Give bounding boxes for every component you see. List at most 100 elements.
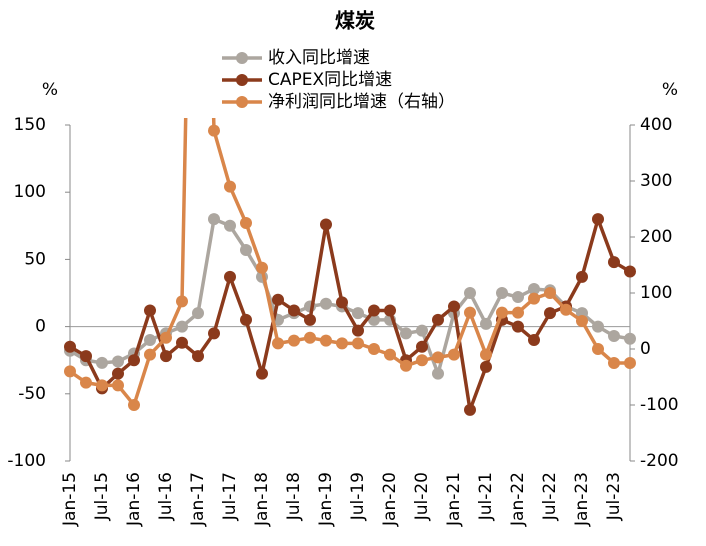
point	[608, 330, 620, 343]
point	[64, 365, 76, 378]
x-tick-label: Jan-22	[508, 472, 528, 527]
y-tick-label: 100	[14, 182, 46, 202]
x-tick-label: Jan-23	[572, 472, 592, 527]
point	[272, 293, 284, 306]
y-tick-label: 50	[24, 249, 46, 269]
point	[384, 304, 396, 317]
x-tick-label: Jan-21	[444, 472, 464, 527]
point	[464, 287, 476, 299]
x-tick-label: Jul-20	[412, 472, 432, 521]
point	[432, 367, 444, 380]
point	[432, 313, 444, 326]
point	[416, 354, 428, 367]
chart-title: 煤炭	[335, 9, 375, 33]
point	[608, 357, 620, 369]
point	[176, 320, 188, 333]
point	[480, 317, 492, 330]
point	[96, 379, 108, 392]
x-tick-label: Jul-16	[156, 472, 176, 521]
point	[224, 219, 236, 232]
point	[496, 306, 508, 319]
point	[208, 327, 220, 340]
point	[368, 343, 380, 355]
point	[80, 376, 92, 389]
point	[528, 334, 540, 347]
point	[384, 348, 396, 361]
point	[480, 360, 492, 373]
point	[176, 295, 188, 308]
point	[192, 307, 204, 320]
point	[480, 348, 492, 361]
point	[512, 320, 524, 333]
point	[112, 367, 124, 380]
point	[512, 291, 524, 304]
point	[592, 213, 604, 226]
point	[208, 213, 220, 226]
point	[592, 320, 604, 333]
point	[400, 359, 412, 372]
point	[256, 261, 268, 274]
point	[112, 355, 124, 368]
point	[416, 324, 428, 337]
y-axis-label: %	[42, 80, 58, 100]
y-tick-label: -50	[18, 384, 46, 404]
point	[544, 307, 556, 320]
point	[624, 265, 636, 278]
x-tick-label: Jan-18	[252, 472, 272, 527]
legend-marker	[236, 74, 248, 86]
point	[128, 399, 140, 411]
point	[96, 356, 108, 369]
point	[528, 292, 540, 305]
point	[624, 332, 636, 345]
point	[496, 287, 508, 299]
point	[272, 337, 284, 350]
point	[208, 124, 220, 137]
point	[400, 327, 412, 340]
point	[240, 217, 252, 229]
point	[288, 334, 300, 347]
x-tick-label: Jul-17	[220, 472, 240, 521]
point	[176, 336, 188, 349]
legend-marker	[236, 96, 248, 108]
y2-tick-label: 400	[640, 115, 672, 135]
plot-area	[64, 118, 636, 416]
point	[144, 304, 156, 317]
point	[352, 324, 364, 337]
y2-tick-label: -100	[640, 395, 679, 415]
point	[512, 306, 524, 319]
point	[432, 351, 444, 364]
x-tick-label: Jan-17	[188, 472, 208, 527]
point	[144, 348, 156, 361]
point	[352, 307, 364, 320]
point	[368, 304, 380, 317]
point	[448, 300, 460, 313]
point	[160, 331, 172, 344]
point	[240, 313, 252, 326]
point	[192, 350, 204, 363]
y-tick-label: 150	[14, 115, 46, 135]
point	[560, 303, 572, 316]
x-tick-label: Jul-18	[284, 472, 304, 521]
legend-label: 收入同比增速	[268, 48, 370, 68]
x-tick-label: Jan-19	[316, 472, 336, 527]
point	[576, 270, 588, 283]
y2-axis-label: %	[662, 80, 678, 100]
y2-tick-label: -200	[640, 451, 679, 471]
point	[64, 340, 76, 353]
legend-marker	[236, 52, 248, 64]
y2-tick-label: 200	[640, 227, 672, 247]
point	[576, 315, 588, 327]
point	[320, 297, 332, 310]
legend-label: CAPEX同比增速	[268, 70, 392, 90]
point	[112, 379, 124, 392]
y2-tick-label: 100	[640, 283, 672, 303]
x-tick-label: Jul-22	[540, 472, 560, 521]
point	[464, 403, 476, 416]
point	[464, 306, 476, 319]
point	[224, 270, 236, 283]
x-tick-label: Jan-20	[380, 472, 400, 527]
point	[80, 350, 92, 363]
point	[256, 367, 268, 380]
point	[336, 337, 348, 350]
